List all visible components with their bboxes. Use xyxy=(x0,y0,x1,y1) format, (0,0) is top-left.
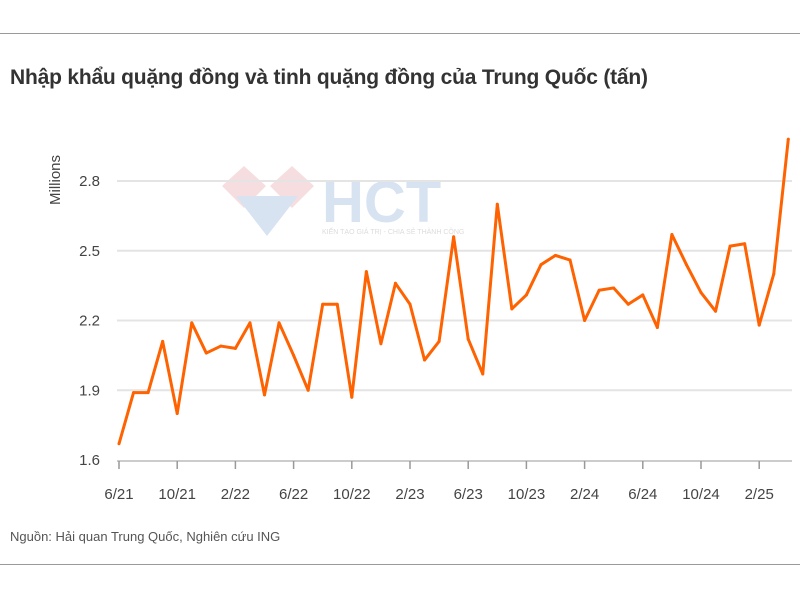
x-tick-label: 6/24 xyxy=(628,486,657,503)
data-point-4/24 xyxy=(612,286,616,290)
x-tick-label: 2/22 xyxy=(221,486,250,503)
data-point-10/22 xyxy=(350,395,354,399)
data-point-11/21 xyxy=(190,321,194,325)
x-tick-label: 10/21 xyxy=(158,486,196,503)
data-point-3/22 xyxy=(248,321,252,325)
data-point-8/21 xyxy=(146,391,150,395)
hct-watermark-logo: HCT KIẾN TẠO GIÁ TRỊ - CHIA SẺ THÀNH CÔN… xyxy=(222,166,464,236)
data-point-9/21 xyxy=(161,339,165,343)
y-tick-label: 2.2 xyxy=(79,313,100,330)
watermark-text: HCT xyxy=(322,170,441,235)
data-point-2/23 xyxy=(408,302,412,306)
data-point-2/22 xyxy=(233,346,237,350)
data-point-5/22 xyxy=(277,321,281,325)
x-tick-label: 2/23 xyxy=(395,486,424,503)
watermark-tagline: KIẾN TẠO GIÁ TRỊ - CHIA SẺ THÀNH CÔNG xyxy=(322,226,464,236)
y-axis-label: Millions xyxy=(47,155,64,205)
data-point-10/21 xyxy=(175,412,179,415)
data-point-2/25 xyxy=(757,323,761,327)
data-point-3/24 xyxy=(597,288,601,292)
y-tick-label: 1.6 xyxy=(79,452,100,469)
data-point-10/23 xyxy=(524,293,528,297)
data-point-4/23 xyxy=(437,339,441,343)
data-point-6/24 xyxy=(641,293,645,297)
data-point-6/22 xyxy=(292,353,296,357)
data-point-10/24 xyxy=(699,291,703,295)
data-point-4/22 xyxy=(263,393,266,397)
data-point-4/25 xyxy=(786,137,790,141)
data-point-12/22 xyxy=(379,342,383,346)
series-line xyxy=(117,138,790,445)
x-tick-label: 10/24 xyxy=(682,486,720,503)
data-point-8/22 xyxy=(321,302,325,306)
data-point-7/24 xyxy=(655,325,659,329)
data-point-7/21 xyxy=(132,391,136,395)
chart-title: Nhập khẩu quặng đồng và tinh quặng đồng … xyxy=(10,66,648,89)
data-point-12/21 xyxy=(204,351,208,355)
data-point-3/23 xyxy=(423,358,427,362)
data-point-5/24 xyxy=(626,302,630,306)
data-point-9/22 xyxy=(335,302,339,306)
data-point-11/22 xyxy=(364,270,368,274)
bottom-border xyxy=(0,564,800,565)
data-point-12/23 xyxy=(554,253,557,257)
x-tick-label: 6/21 xyxy=(104,486,133,503)
y-tick-label: 1.9 xyxy=(79,382,100,399)
data-point-2/24 xyxy=(583,319,587,322)
data-point-6/21 xyxy=(117,442,121,446)
data-point-6/23 xyxy=(466,337,470,341)
y-tick-label: 2.5 xyxy=(79,243,100,260)
top-border xyxy=(0,33,800,34)
data-point-7/22 xyxy=(306,388,310,392)
data-point-1/25 xyxy=(743,242,747,246)
x-tick-label: 10/22 xyxy=(333,486,371,503)
x-tick-label: 2/24 xyxy=(570,486,599,503)
data-point-1/22 xyxy=(219,344,223,348)
source-note: Nguồn: Hải quan Trung Quốc, Nghiên cứu I… xyxy=(10,529,281,544)
y-tick-label: 2.8 xyxy=(79,173,100,190)
data-point-3/25 xyxy=(772,272,776,276)
x-tick-label: 2/25 xyxy=(745,486,774,503)
data-point-5/23 xyxy=(452,235,456,239)
data-point-11/24 xyxy=(714,309,718,313)
data-point-8/23 xyxy=(495,202,499,206)
data-point-9/23 xyxy=(510,307,514,311)
data-point-7/23 xyxy=(481,372,485,376)
data-point-8/24 xyxy=(670,232,674,236)
data-point-1/24 xyxy=(568,258,572,262)
data-point-11/23 xyxy=(539,263,543,267)
x-tick-label: 10/23 xyxy=(508,486,546,503)
x-tick-label: 6/22 xyxy=(279,486,308,503)
data-point-1/23 xyxy=(393,281,397,285)
data-point-9/24 xyxy=(684,263,688,267)
data-point-12/24 xyxy=(728,244,732,248)
x-tick-label: 6/23 xyxy=(454,486,483,503)
